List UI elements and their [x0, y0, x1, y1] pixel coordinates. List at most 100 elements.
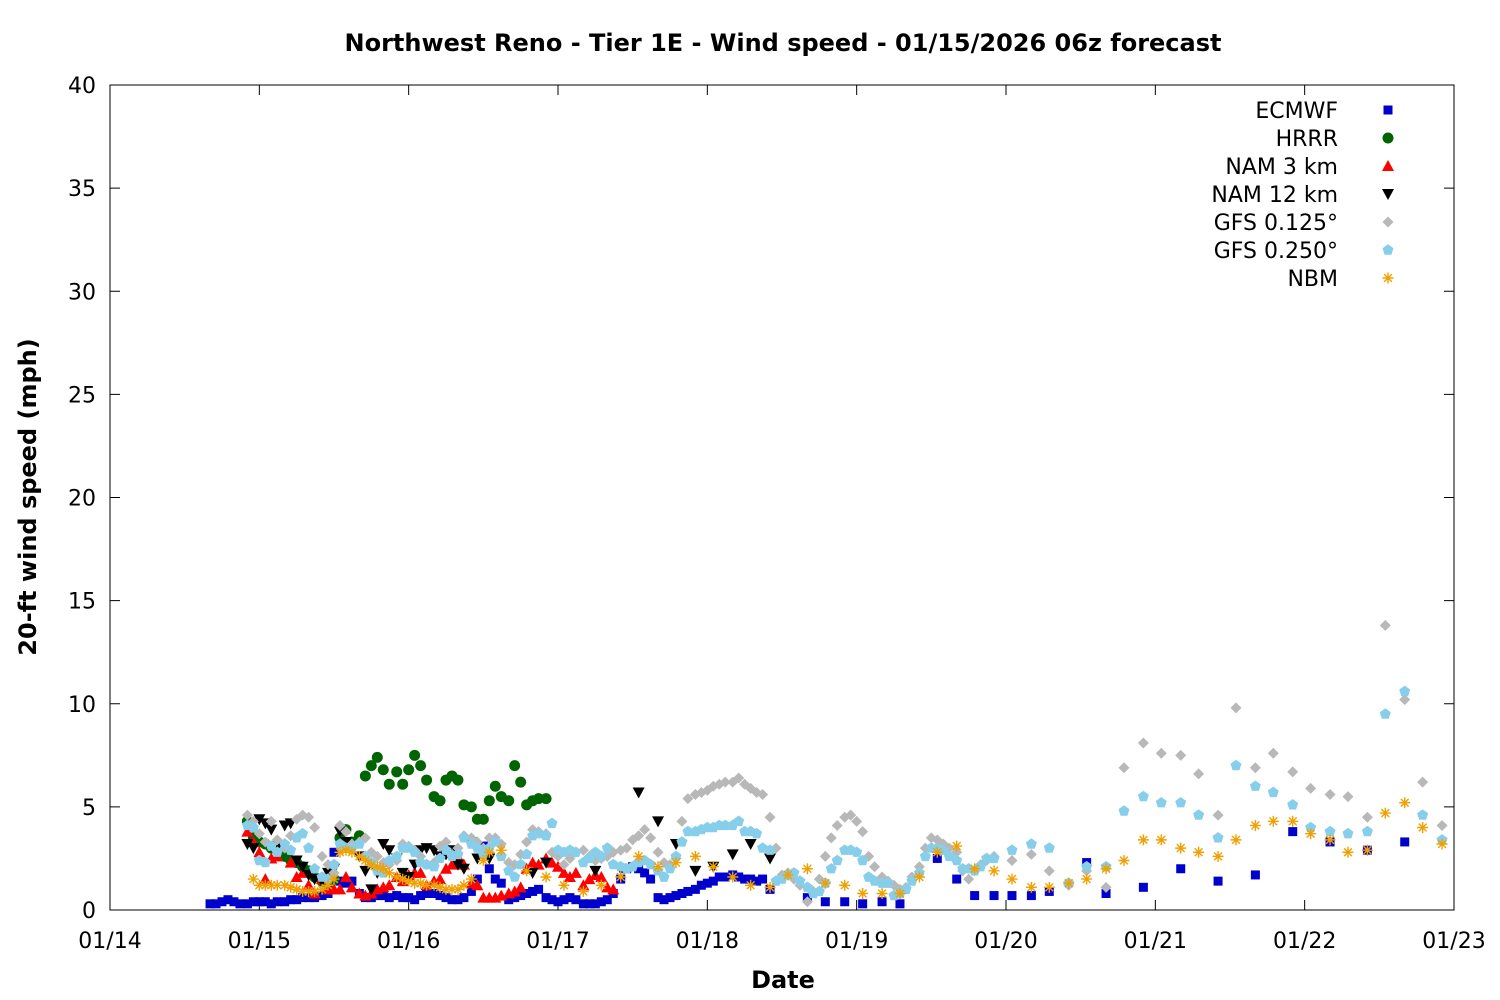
data-point: [640, 868, 650, 878]
data-point: [589, 865, 602, 877]
data-point: [391, 766, 403, 778]
data-point: [339, 871, 352, 882]
data-point: [932, 853, 942, 863]
data-point: [845, 809, 857, 821]
data-point: [546, 856, 559, 868]
legend-marker: [1382, 216, 1394, 228]
data-point: [403, 875, 415, 887]
data-point: [676, 815, 688, 827]
data-point: [371, 861, 383, 873]
data-point: [1118, 762, 1130, 774]
data-point: [1193, 809, 1205, 820]
data-point: [522, 889, 532, 898]
data-point: [696, 880, 706, 890]
data-point: [1063, 877, 1075, 889]
data-point: [440, 883, 452, 895]
data-point: [265, 879, 277, 891]
data-point: [1100, 881, 1112, 893]
data-point: [247, 873, 259, 885]
data-point: [970, 891, 980, 901]
data-point: [652, 816, 665, 828]
data-point: [851, 815, 863, 827]
data-point: [653, 893, 663, 903]
data-point: [1212, 832, 1224, 843]
x-tick-label: 01/16: [377, 929, 440, 954]
data-point: [708, 876, 718, 886]
data-point: [746, 874, 756, 884]
data-point: [1006, 855, 1018, 866]
data-point: [503, 865, 515, 876]
data-point: [298, 893, 308, 903]
data-point: [516, 891, 526, 901]
data-point: [906, 875, 918, 886]
data-point: [825, 832, 837, 844]
data-point: [284, 856, 297, 868]
data-point: [1230, 702, 1242, 714]
data-point: [1361, 825, 1373, 837]
data-point: [409, 877, 421, 889]
data-point: [547, 895, 557, 905]
data-point: [1212, 850, 1224, 862]
data-point: [1026, 891, 1036, 901]
data-point: [471, 879, 484, 891]
data-point: [372, 891, 382, 901]
legend: ECMWF HRRR NAM 3 km NAM 12 km GFS 0.125° GFS …: [1211, 99, 1394, 292]
data-point: [397, 778, 409, 790]
data-point: [266, 899, 276, 909]
data-point: [466, 886, 476, 896]
data-point: [1193, 768, 1205, 780]
data-point: [383, 845, 396, 857]
data-point: [309, 885, 321, 897]
data-point: [720, 872, 730, 882]
data-point: [1176, 864, 1186, 874]
data-point: [496, 878, 506, 888]
plot-frame: [109, 84, 1455, 911]
data-point: [534, 884, 544, 894]
data-point: [409, 749, 421, 761]
data-point: [1213, 876, 1223, 886]
data-point: [671, 891, 681, 901]
data-point: [211, 899, 221, 909]
data-point: [253, 879, 265, 891]
data-point: [900, 883, 912, 895]
x-tick-label: 01/22: [1273, 929, 1336, 954]
data-point: [403, 764, 415, 776]
data-point: [577, 844, 589, 856]
data-point: [445, 858, 458, 870]
series-nbm: [247, 797, 1448, 899]
legend-marker: [1383, 105, 1393, 115]
data-point: [1137, 790, 1149, 802]
data-point: [583, 873, 596, 885]
data-point: [397, 873, 409, 885]
data-point: [1250, 870, 1260, 880]
data-point: [489, 836, 501, 847]
data-point: [571, 895, 581, 905]
data-point: [670, 850, 682, 862]
data-point: [279, 879, 291, 891]
data-point: [441, 893, 451, 903]
data-point: [764, 853, 777, 865]
legend-marker: [1382, 189, 1394, 200]
data-point: [682, 825, 694, 837]
data-point: [1436, 838, 1448, 850]
data-point: [639, 824, 651, 836]
data-point: [1212, 809, 1224, 821]
data-point: [446, 883, 458, 895]
y-axis-title: 20-ft wind speed (mph): [14, 338, 42, 655]
data-point: [607, 883, 620, 895]
data-point: [253, 814, 266, 826]
data-point: [951, 840, 963, 852]
data-point: [894, 888, 906, 899]
legend-label: HRRR: [1276, 127, 1338, 152]
data-point: [652, 846, 664, 858]
data-point: [377, 839, 390, 850]
legend-label: NAM 12 km: [1211, 183, 1338, 208]
data-point: [414, 866, 427, 878]
data-point: [359, 770, 371, 782]
legend-label: GFS 0.125°: [1214, 211, 1338, 236]
data-point: [1138, 882, 1148, 892]
data-point: [259, 856, 271, 868]
data-point: [340, 826, 352, 838]
data-point: [764, 811, 776, 823]
legend-label: NBM: [1287, 267, 1338, 292]
